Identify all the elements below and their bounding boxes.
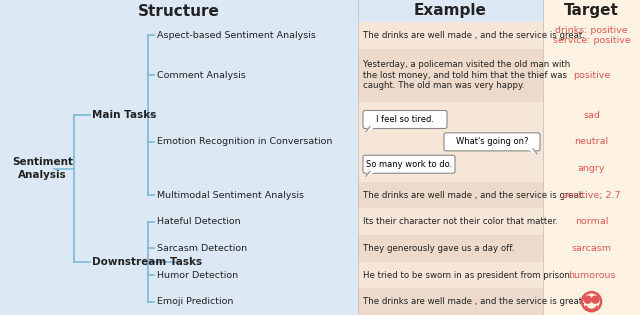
Text: What's going on?: What's going on?	[456, 137, 528, 146]
Polygon shape	[366, 127, 375, 131]
Text: The drinks are well made , and the service is great.: The drinks are well made , and the servi…	[363, 297, 585, 306]
Text: angry: angry	[578, 164, 605, 173]
Text: They generously gave us a day off.: They generously gave us a day off.	[363, 244, 515, 253]
Text: Emoji Prediction: Emoji Prediction	[157, 297, 234, 306]
Text: positive: positive	[573, 71, 610, 80]
Bar	[358, 182, 543, 209]
Text: Emotion Recognition in Conversation: Emotion Recognition in Conversation	[157, 137, 332, 146]
Circle shape	[592, 296, 599, 303]
Text: Yesterday, a policeman visited the old man with
the lost money, and told him tha: Yesterday, a policeman visited the old m…	[363, 60, 570, 90]
Text: The drinks are well made , and the service is great.: The drinks are well made , and the servi…	[363, 191, 585, 200]
Text: Comment Analysis: Comment Analysis	[157, 71, 246, 80]
Bar	[358, 209, 543, 235]
Text: Multimodal Sentiment Analysis: Multimodal Sentiment Analysis	[157, 191, 304, 200]
Text: normal: normal	[575, 217, 608, 226]
Bar	[358, 262, 543, 288]
Text: Main Tasks: Main Tasks	[92, 110, 156, 120]
Bar	[358, 288, 543, 315]
Bar	[358, 22, 543, 49]
Text: The drinks are well made , and the service is great.: The drinks are well made , and the servi…	[363, 31, 585, 40]
Text: drinks: positive
service: positive: drinks: positive service: positive	[552, 26, 630, 45]
Text: So many work to do.: So many work to do.	[366, 160, 452, 169]
Text: He tried to be sworn in as president from prison.: He tried to be sworn in as president fro…	[363, 271, 573, 279]
Text: Example: Example	[414, 3, 487, 19]
Text: I feel so tired.: I feel so tired.	[376, 115, 434, 124]
Polygon shape	[366, 171, 375, 176]
Bar	[358, 102, 543, 182]
Text: Structure: Structure	[138, 3, 220, 19]
Text: Hateful Detection: Hateful Detection	[157, 217, 241, 226]
FancyBboxPatch shape	[363, 111, 447, 129]
Text: ……: ……	[157, 310, 179, 315]
Text: neutral: neutral	[575, 137, 609, 146]
Text: sarcasm: sarcasm	[572, 244, 611, 253]
Text: Its their character not their color that matter.: Its their character not their color that…	[363, 217, 558, 226]
Bar	[358, 235, 543, 262]
Bar	[358, 49, 543, 102]
FancyBboxPatch shape	[444, 133, 540, 151]
FancyBboxPatch shape	[363, 155, 455, 173]
Polygon shape	[528, 149, 537, 154]
Text: Downstream Tasks: Downstream Tasks	[92, 257, 202, 267]
Circle shape	[584, 296, 591, 303]
Text: Humor Detection: Humor Detection	[157, 271, 238, 279]
Text: Sarcasm Detection: Sarcasm Detection	[157, 244, 247, 253]
Text: sad: sad	[583, 111, 600, 120]
Text: humorous: humorous	[568, 271, 615, 279]
Bar	[0, 0, 358, 315]
Bar	[543, 0, 640, 315]
Text: Sentiment
Analysis: Sentiment Analysis	[12, 157, 73, 180]
Text: Target: Target	[564, 3, 619, 19]
Text: positive; 2.7: positive; 2.7	[563, 191, 621, 200]
Text: Aspect-based Sentiment Analysis: Aspect-based Sentiment Analysis	[157, 31, 316, 40]
